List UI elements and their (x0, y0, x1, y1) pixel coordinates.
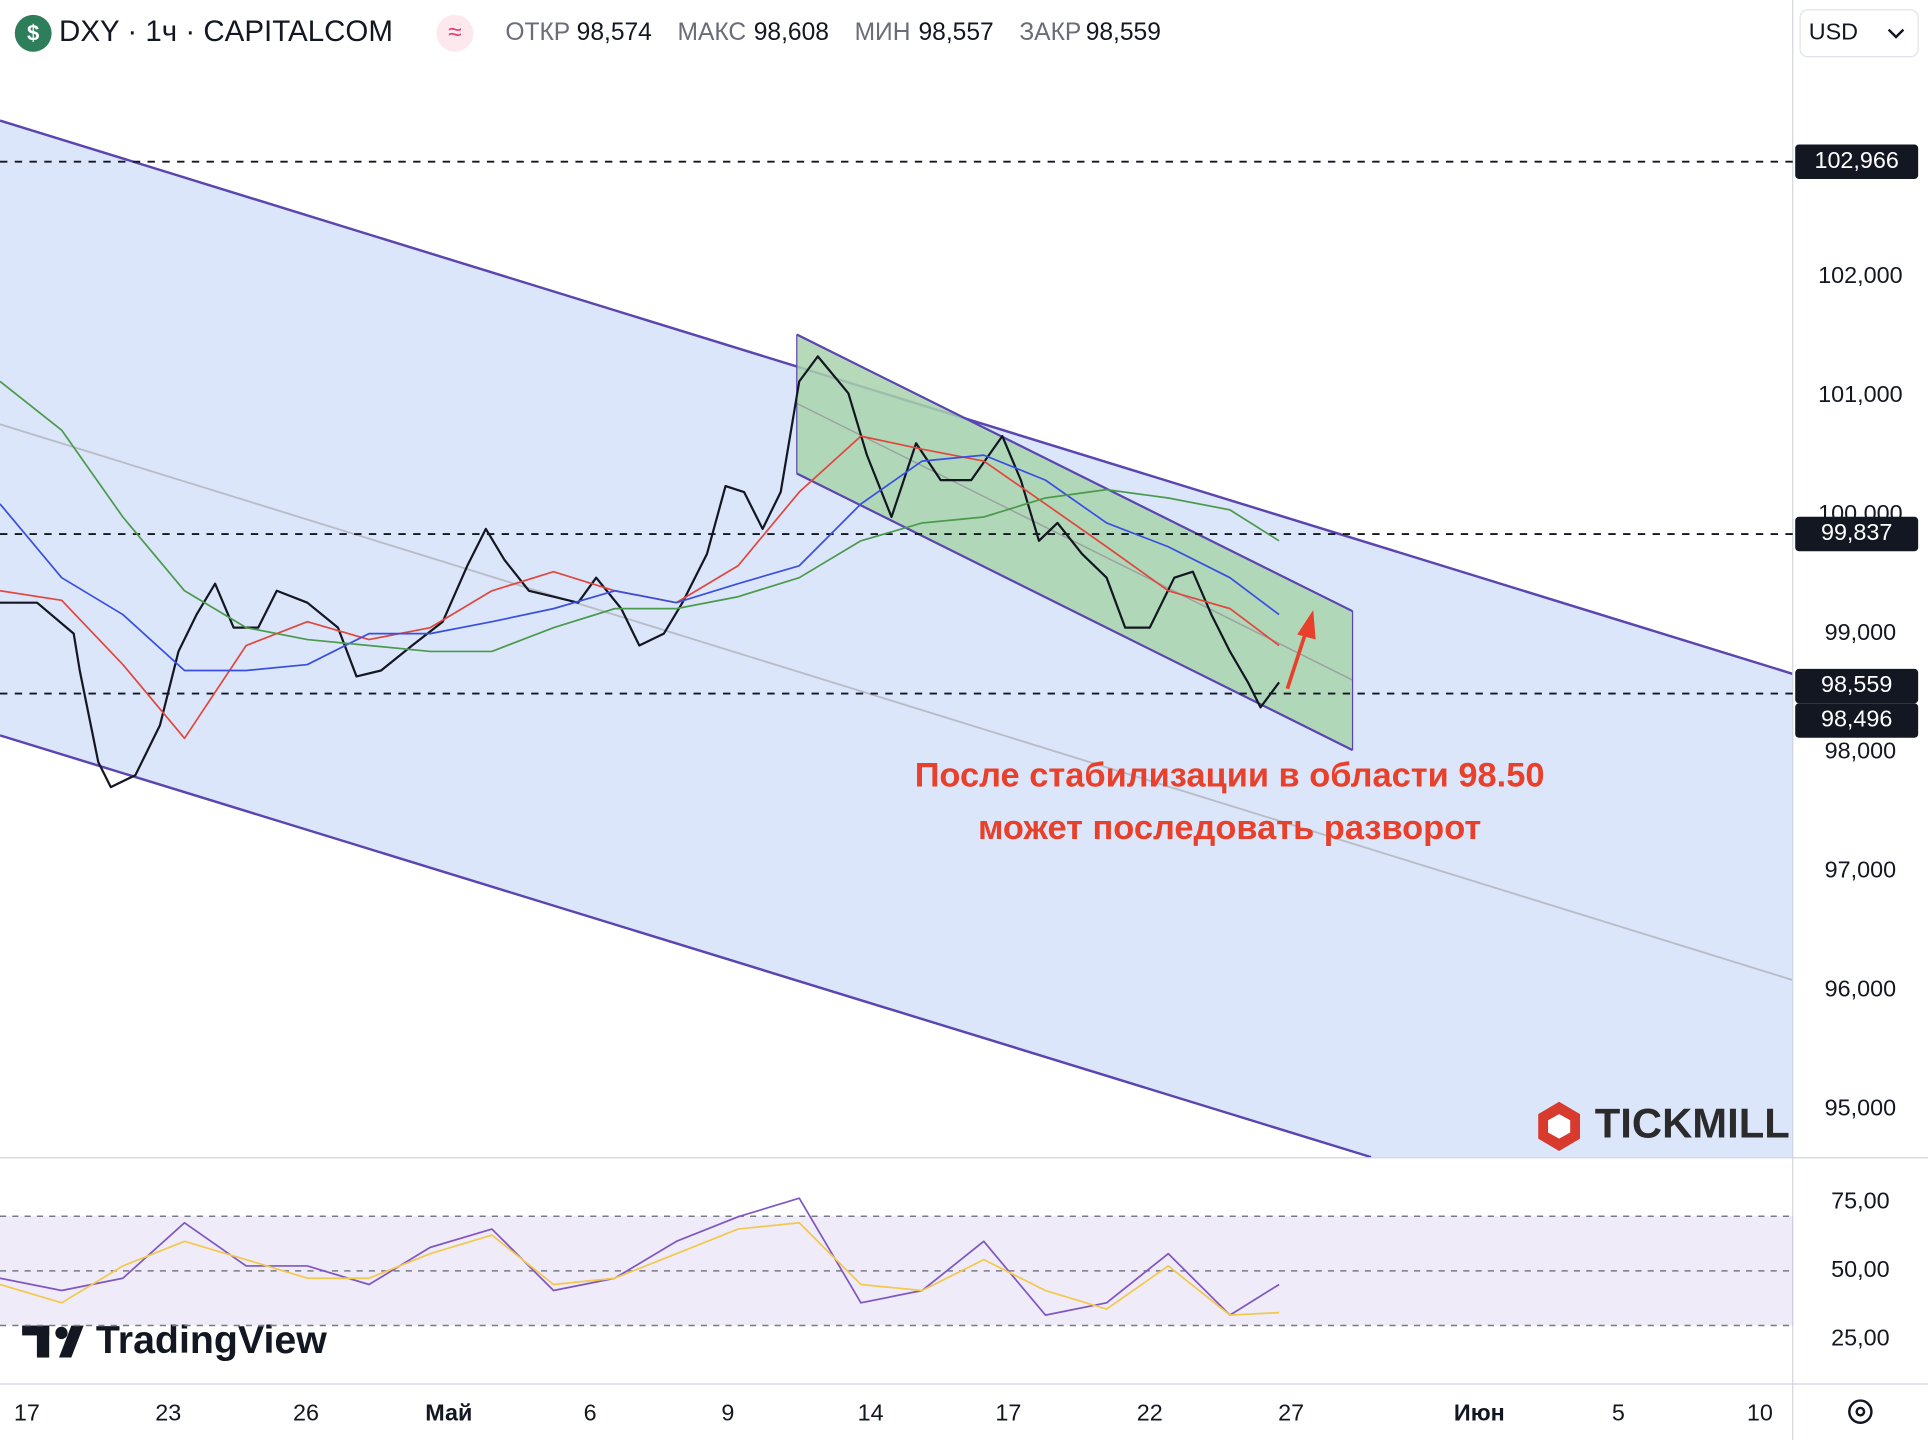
y-tick-label: 96,000 (1825, 976, 1896, 1002)
x-tick-label: 14 (858, 1399, 884, 1425)
annotation-text: может последовать разворот (978, 809, 1481, 847)
sub-channel-mid (796, 402, 1353, 681)
channel-fill (0, 120, 1793, 1158)
series-line (0, 1197, 1280, 1316)
x-tick-label: 6 (584, 1399, 597, 1425)
price-tag (1795, 516, 1919, 552)
annotation-text: После стабилизации в области 98.50 (915, 756, 1545, 794)
tickmill-logo-inner (1548, 1114, 1571, 1139)
ohlc-value: 98,559 (1086, 19, 1161, 46)
x-tick-label: Июн (1454, 1399, 1505, 1425)
currency-select[interactable]: USD (1799, 9, 1919, 58)
series-line (0, 454, 1280, 672)
ohlc-name: ОТКР (505, 19, 570, 46)
tv-logo (22, 1325, 50, 1336)
y-tick-label: 102,000 (1818, 262, 1902, 288)
x-tick-label: 27 (1278, 1399, 1304, 1425)
x-tick-label: 26 (293, 1399, 319, 1425)
header: $ DXY · 1ч · CAPITALCOM ≈ ОТКР 98,574 МА… (14, 14, 1161, 52)
price-tag-label: 98,559 (1821, 671, 1892, 697)
y-tick-label: 97,000 (1825, 857, 1896, 883)
rsi-band (0, 1216, 1793, 1326)
series-line (0, 355, 1280, 789)
chart-title: DXY · 1ч · CAPITALCOM (59, 15, 393, 48)
ohlc-value: 98,574 (577, 19, 652, 46)
y-tick-label: 50,00 (1831, 1256, 1889, 1282)
price-tag (1795, 703, 1919, 738)
feed-icon (436, 14, 474, 52)
sub-channel-top (796, 333, 1354, 613)
x-tick-label: 17 (995, 1399, 1021, 1425)
y-tick-label: 98,000 (1825, 738, 1896, 764)
series-line (0, 380, 1280, 653)
arrow-shaft (1285, 631, 1308, 690)
symbol-icon (14, 14, 52, 52)
y-tick-label: 99,000 (1825, 619, 1896, 645)
settings-icon[interactable] (1848, 1399, 1873, 1424)
x-tick-label: Май (425, 1399, 472, 1425)
currency[interactable]: USD (1809, 18, 1858, 44)
x-tick-label: 23 (155, 1399, 181, 1425)
y-tick-label: 95,000 (1825, 1095, 1896, 1121)
symbol-icon-glyph: $ (27, 20, 39, 45)
tv-logo (59, 1325, 84, 1358)
series-line (0, 1221, 1280, 1316)
drawings (0, 119, 1794, 1159)
price-tag (1795, 668, 1919, 704)
ohlc-value: 98,557 (919, 19, 994, 46)
y-tick-label: 25,00 (1831, 1324, 1889, 1350)
ohlc-name: ЗАКР (1019, 19, 1081, 46)
price-tag-label: 99,837 (1821, 519, 1892, 545)
x-tick-label: 10 (1747, 1399, 1773, 1425)
channel-bottom (0, 734, 1372, 1159)
channel-mid (0, 423, 1794, 981)
annotation: После стабилизации в области 98.50 может… (915, 609, 1545, 847)
tv-logo (36, 1325, 50, 1358)
ohlc-name: МАКС (678, 19, 747, 46)
x-tick-label: 17 (14, 1399, 40, 1425)
ohlc-value: 98,608 (754, 19, 829, 46)
y-tick-label: 75,00 (1831, 1188, 1889, 1214)
tickmill-watermark: TICKMILL (1595, 1099, 1790, 1146)
y-tick-label: 101,000 (1818, 381, 1902, 407)
x-tick-label: 5 (1612, 1399, 1625, 1425)
tv-logo (55, 1326, 68, 1340)
price-tag-label: 98,496 (1821, 706, 1892, 732)
ohlc-name: МИН (855, 19, 911, 46)
price-tag (1795, 144, 1919, 179)
price-tag-label: 102,966 (1814, 147, 1898, 173)
chevron[interactable] (1887, 28, 1905, 39)
settings-icon-core[interactable] (1855, 1406, 1866, 1417)
x-tick-label: 22 (1137, 1399, 1163, 1425)
feed-icon-glyph: ≈ (448, 19, 462, 46)
arrow-head (1297, 609, 1316, 640)
currency-box[interactable] (1799, 9, 1919, 58)
x-tick-label: 9 (721, 1399, 734, 1425)
